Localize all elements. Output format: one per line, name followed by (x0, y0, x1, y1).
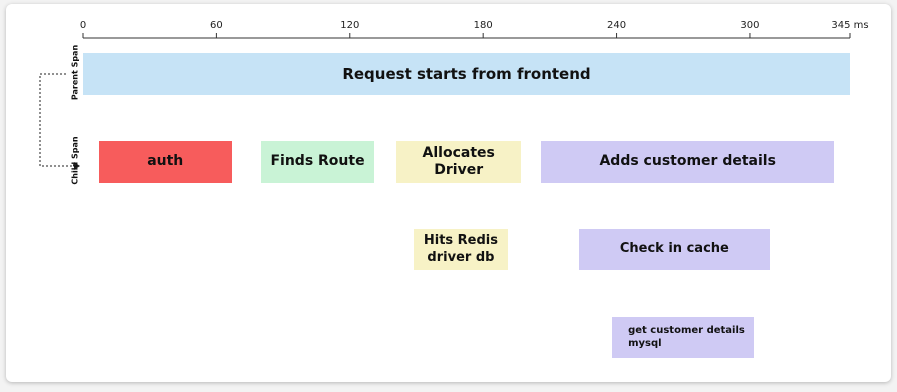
connector (39, 73, 74, 167)
span: auth (98, 141, 232, 183)
tick-label: 60 (210, 20, 223, 31)
tick-label: 345 ms (831, 20, 868, 31)
tick-label: 180 (474, 20, 493, 31)
tick-label: 240 (607, 20, 626, 31)
span-label: Request starts from frontend (342, 64, 591, 83)
lane-label: Parent Span (70, 44, 80, 101)
tick-label: 300 (740, 20, 759, 31)
span: Hits Redis driver db (414, 229, 508, 270)
span: get customer details mysql (612, 317, 755, 358)
span-label: auth (147, 153, 184, 170)
span-label: Hits Redis driver db (423, 233, 498, 265)
span-label: get customer details mysql (628, 325, 745, 349)
span-label: Allocates Driver (422, 144, 495, 179)
span: Check in cache (578, 229, 770, 270)
tick-label: 120 (340, 20, 359, 31)
tick-label: 0 (80, 20, 86, 31)
span: Allocates Driver (396, 141, 521, 183)
span-label: Finds Route (270, 153, 365, 170)
span: Request starts from frontend (83, 53, 850, 95)
span-label: Check in cache (619, 241, 729, 257)
span: Finds Route (260, 141, 375, 183)
lane-label: Child Span (70, 136, 80, 185)
span-label: Adds customer details (599, 153, 776, 170)
span: Adds customer details (540, 141, 835, 183)
arrow-head (74, 162, 80, 170)
